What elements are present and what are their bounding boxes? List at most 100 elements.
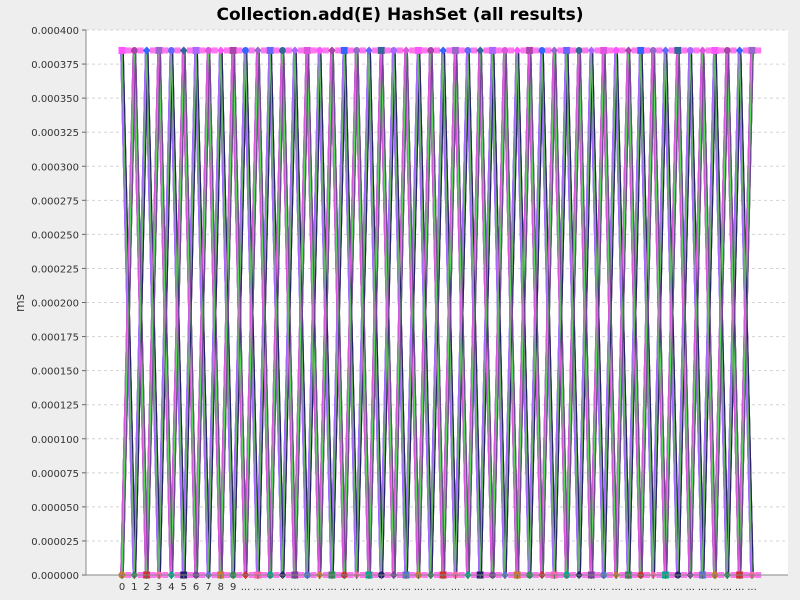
marker-high-42 xyxy=(637,46,645,54)
x-tick-label-29: ... xyxy=(475,582,485,593)
marker-high-36-mid xyxy=(569,47,576,54)
x-tick-label-19: ... xyxy=(352,582,362,593)
y-tick-label-6: 0.000150 xyxy=(31,367,79,378)
y-tick-label-10: 0.000250 xyxy=(31,230,79,241)
marker-high-46-mid xyxy=(693,47,700,54)
marker-high-16 xyxy=(316,46,324,54)
marker-high-24 xyxy=(414,46,422,54)
marker-high-26 xyxy=(439,46,448,55)
y-tick-label-8: 0.000200 xyxy=(31,299,79,310)
x-tick-label-28: ... xyxy=(463,582,473,593)
marker-high-12-mid xyxy=(273,47,280,54)
marker-high-27 xyxy=(452,46,460,54)
marker-high-28-mid xyxy=(471,47,478,54)
series-line-21 xyxy=(120,50,752,576)
x-tick-label-30: ... xyxy=(488,582,498,593)
marker-high-20 xyxy=(365,46,374,55)
marker-high-50-mid xyxy=(742,47,749,54)
marker-high-9 xyxy=(229,46,237,54)
y-tick-label-4: 0.000100 xyxy=(31,435,79,446)
x-tick-label-5: 5 xyxy=(181,582,187,593)
marker-high-22-mid xyxy=(396,47,403,54)
marker-high-18 xyxy=(340,46,348,54)
marker-high-49 xyxy=(723,46,731,54)
y-axis: 0.000000 0.000025 0.000050 0.000075 0.000100… xyxy=(31,26,87,582)
marker-high-46 xyxy=(686,46,694,54)
marker-high-43-mid xyxy=(656,47,663,54)
series-line-23 xyxy=(122,50,754,576)
y-tick-label-16: 0.000400 xyxy=(31,26,79,37)
marker-high-40-mid xyxy=(619,47,626,54)
marker-high-15-mid xyxy=(310,47,317,54)
marker-high-30 xyxy=(489,46,497,54)
marker-high-37-mid xyxy=(582,47,589,54)
series-line-22 xyxy=(121,50,753,576)
marker-high-9-mid xyxy=(236,47,243,54)
x-tick-label-22: ... xyxy=(389,582,399,593)
y-tick-label-13: 0.000325 xyxy=(31,128,79,139)
y-tick-label-5: 0.000125 xyxy=(31,401,79,412)
x-tick-label-23: ... xyxy=(401,582,411,593)
x-tick-label-1: 1 xyxy=(131,582,137,593)
x-tick-label-4: 4 xyxy=(168,582,174,593)
marker-high-34-mid xyxy=(545,47,552,54)
marker-high-7 xyxy=(204,46,212,54)
x-tick-label-33: ... xyxy=(525,582,535,593)
marker-high-10 xyxy=(242,46,250,54)
marker-high-4-mid xyxy=(174,47,181,54)
marker-high-3-mid xyxy=(162,47,169,54)
marker-high-22 xyxy=(390,46,398,54)
marker-high-29-mid xyxy=(483,47,490,54)
y-tick-label-3: 0.000075 xyxy=(31,469,79,480)
marker-high-35-mid xyxy=(557,47,564,54)
marker-high-8 xyxy=(216,46,225,55)
marker-high-5 xyxy=(179,46,188,55)
marker-high-27-mid xyxy=(458,47,465,54)
marker-high-21 xyxy=(377,46,385,54)
x-tick-label-11: ... xyxy=(253,582,263,593)
marker-high-0-mid xyxy=(125,47,132,54)
y-tick-label-12: 0.000300 xyxy=(31,162,79,173)
x-tick-label-14: ... xyxy=(290,582,300,593)
marker-high-19-mid xyxy=(359,47,366,54)
marker-high-35 xyxy=(550,46,559,55)
marker-high-4 xyxy=(167,46,175,54)
y-tick-label-11: 0.000275 xyxy=(31,196,79,207)
marker-high-19 xyxy=(353,46,361,54)
marker-high-14-mid xyxy=(298,47,305,54)
marker-high-48 xyxy=(711,46,719,54)
x-tick-label-49: ... xyxy=(723,582,733,593)
marker-high-42-mid xyxy=(644,47,650,54)
marker-high-41 xyxy=(624,46,633,55)
marker-high-38-mid xyxy=(594,47,601,54)
y-tick-label-14: 0.000350 xyxy=(31,94,79,105)
marker-high-1-mid xyxy=(137,47,144,54)
marker-high-41-mid xyxy=(631,47,638,54)
marker-high-37 xyxy=(575,46,583,54)
marker-high-23-mid xyxy=(409,47,416,54)
x-tick-label-34: ... xyxy=(537,582,547,593)
x-tick-label-8: 8 xyxy=(218,582,224,593)
x-axis: 0 1 2 3 4 5 6 7 8 9..............................… xyxy=(86,574,788,593)
marker-high-48-mid xyxy=(718,47,725,54)
marker-high-51-mid xyxy=(755,47,762,54)
x-tick-label-35: ... xyxy=(550,582,560,593)
x-tick-label-9: 9 xyxy=(230,582,236,593)
y-tick-label-0: 0.000000 xyxy=(31,571,79,582)
marker-high-20-mid xyxy=(372,47,379,54)
x-tick-label-48: ... xyxy=(710,582,720,593)
marker-high-25 xyxy=(427,46,435,54)
marker-high-47-mid xyxy=(705,47,712,54)
marker-high-29 xyxy=(476,46,485,55)
x-tick-label-27: ... xyxy=(451,582,461,593)
marker-high-30-mid xyxy=(495,47,502,54)
x-tick-label-15: ... xyxy=(303,582,313,593)
marker-high-33-mid xyxy=(532,47,539,54)
x-tick-label-41: ... xyxy=(624,582,634,593)
marker-high-50 xyxy=(735,46,744,55)
x-tick-label-17: ... xyxy=(327,582,337,593)
x-tick-label-18: ... xyxy=(340,582,350,593)
marker-high-8-mid xyxy=(224,47,230,54)
marker-high-47 xyxy=(698,46,707,55)
